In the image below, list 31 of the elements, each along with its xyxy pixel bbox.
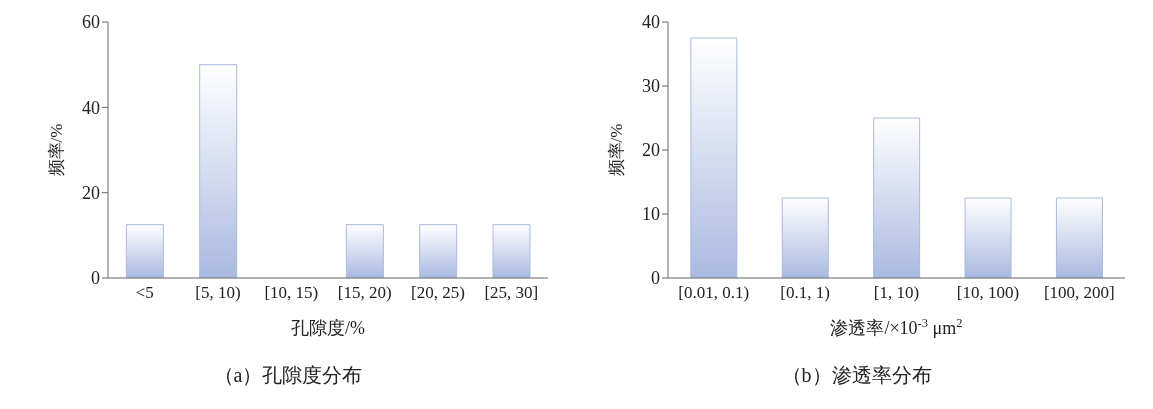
y-axis-title: 频率/% <box>607 123 627 177</box>
x-tick-label: [1, 10) <box>873 283 920 303</box>
y-tick-label: 0 <box>651 268 660 289</box>
y-tick-label: 20 <box>82 183 100 204</box>
x-tick-label: [100, 200] <box>1043 283 1115 303</box>
y-tick-label: 0 <box>91 268 100 289</box>
y-tick-label: 40 <box>642 12 660 33</box>
y-tick-label: 20 <box>642 140 660 161</box>
text: （b）渗透率分布 <box>781 363 932 388</box>
text: （a）孔隙度分布 <box>213 363 363 388</box>
x-tick-label: [0.01, 0.1) <box>678 283 750 303</box>
x-tick-label: [10, 15) <box>264 283 319 303</box>
x-tick-label: [20, 25) <box>411 283 465 303</box>
y-tick-label: 60 <box>82 12 100 33</box>
bar <box>781 197 829 278</box>
x-tick-label: [25, 30] <box>484 283 539 303</box>
x-axis-title: 孔隙度/% <box>291 318 365 338</box>
bar <box>690 37 738 278</box>
x-axis-title: 渗透率/×10$^{-3}$ μm$^{2}$ <box>830 316 963 338</box>
x-tick-label: [10, 100) <box>956 283 1020 303</box>
bar <box>1055 197 1103 278</box>
y-tick-label: 40 <box>82 97 100 118</box>
y-axis-title: 频率/% <box>47 123 67 177</box>
x-tick-label: [15, 20) <box>337 283 392 303</box>
y-tick-label: 10 <box>642 204 660 225</box>
x-tick-label: [0.1, 1) <box>780 283 830 303</box>
x-tick-label: [5, 10) <box>195 283 241 303</box>
x-tick-label: <5 <box>135 283 154 303</box>
bar <box>873 117 921 278</box>
y-tick-label: 30 <box>642 76 660 97</box>
bar <box>964 197 1012 278</box>
